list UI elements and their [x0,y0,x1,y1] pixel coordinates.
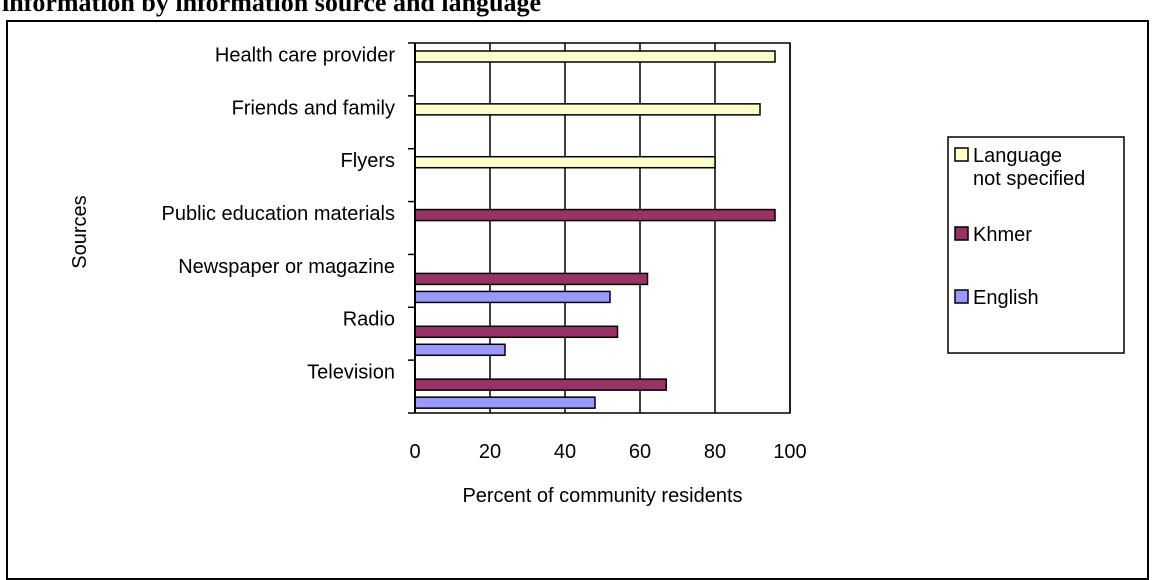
legend-box [947,136,1125,354]
plot-area [414,42,791,414]
bar-english-5 [414,343,506,357]
bar-khmer-5 [414,325,619,339]
legend-swatch-khmer [954,226,969,241]
bar-chart: 0 20 40 60 80 100 Health care provider Friends … [69,42,1125,507]
gridlines [489,43,791,413]
bar-language-not-specified-2 [414,155,716,169]
y-tick-label: Television [307,362,395,384]
tick-labels: 0 20 40 60 80 100 Health care provider Friends … [162,44,807,463]
y-tick-label: Friends and family [232,97,395,119]
bar-khmer-6 [414,378,667,391]
x-tick-label-0: 0 [409,441,420,463]
y-tick-label: Public education materials [162,203,395,225]
legend-label: English [973,287,1039,309]
y-tick-label: Newspaper or magazine [178,256,395,278]
x-tick-label-40: 40 [554,441,576,463]
bars [414,50,776,409]
bar-english-6 [414,396,596,409]
legend-label: Khmer [973,224,1032,246]
legend-label: Language not specified [973,145,1085,190]
chart-title: information by information source and la… [2,0,542,17]
bar-khmer-4 [414,272,649,286]
x-tick-label-60: 60 [629,441,651,463]
legend-swatch-english [954,289,969,304]
legend-swatch-language-not-specified [954,147,969,162]
x-axis-label: Percent of community residents [462,485,742,507]
y-tick-label: Radio [343,309,395,331]
y-tick-label: Health care provider [215,44,395,66]
bar-khmer-3 [414,208,776,222]
x-tick-label-20: 20 [479,441,501,463]
bar-language-not-specified-0 [414,50,776,63]
x-tick-label-100: 100 [773,441,806,463]
bar-english-4 [414,290,611,304]
y-axis-label: Sources [69,195,91,268]
bar-language-not-specified-1 [414,103,761,116]
axes [408,42,791,414]
y-tick-label: Flyers [341,150,395,172]
x-tick-label-80: 80 [704,441,726,463]
legend: Language not specified Khmer English [947,136,1125,354]
